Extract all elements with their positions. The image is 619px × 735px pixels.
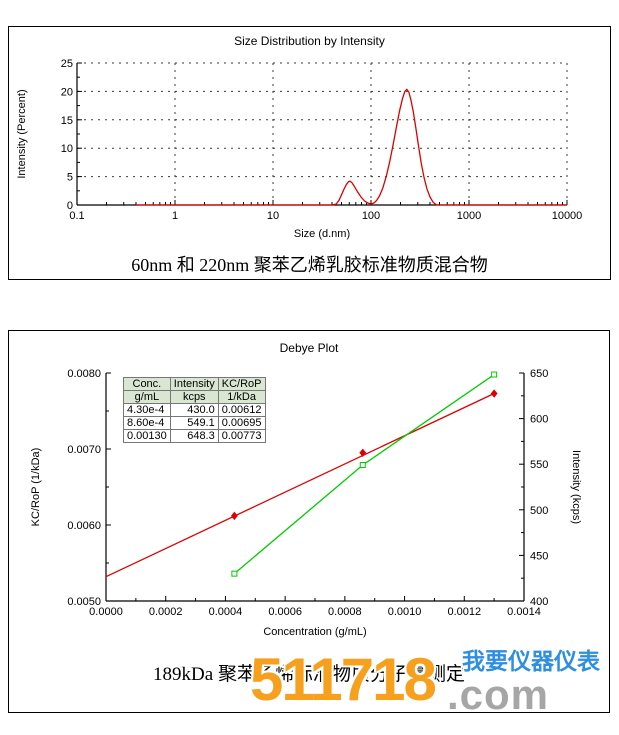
- table-cell: 0.00612: [217, 403, 266, 417]
- left-tick-label: 0.0070: [67, 444, 101, 456]
- x-tick-label: 1: [172, 210, 178, 222]
- y-tick-label: 25: [61, 58, 73, 70]
- right-tick-label: 400: [530, 596, 548, 608]
- right-tick-label: 500: [530, 505, 548, 517]
- right-tick-label: 650: [530, 368, 548, 380]
- table-cell: 0.00695: [217, 416, 266, 430]
- left-tick-label: 0.0060: [67, 520, 101, 532]
- x-tick-label: 1000: [457, 210, 481, 222]
- watermark-domain-suffix: .com: [447, 671, 550, 718]
- x-tick-label: 0.0004: [209, 606, 243, 618]
- size-chart-title: Size Distribution by Intensity: [234, 34, 385, 48]
- x-tick-label: 10000: [552, 210, 583, 222]
- size-distribution-panel: Size Distribution by Intensity 0 5 10 15 20 2…: [8, 26, 611, 280]
- x-tick-label: 0.0000: [89, 606, 123, 618]
- watermark-number: 511718: [250, 646, 437, 713]
- table-row: 8.60e-4 549.1 0.00695: [123, 416, 266, 430]
- debye-plot-panel: Debye Plot 0.0050 0.0060 0.0070 0.0080 400 45…: [8, 330, 610, 713]
- data-point-marker: [359, 462, 366, 469]
- data-point-marker: [359, 448, 367, 457]
- x-tick-label: 0.0014: [507, 606, 541, 618]
- x-tick-label: 0.0008: [328, 606, 362, 618]
- table-cell: 0.00773: [217, 429, 266, 443]
- right-tick-label: 600: [530, 414, 548, 426]
- x-tick-label: 0.0006: [268, 606, 302, 618]
- y-tick-label: 10: [61, 143, 73, 155]
- debye-result-table: Conc. Intensity KC/RoP g/mL kcps 1/kDa 4.30e-4…: [123, 377, 266, 443]
- x-axis-title: Concentration (g/mL): [263, 626, 366, 638]
- left-tick-label: 0.0080: [67, 368, 101, 380]
- table-row: 0.00130 648.3 0.00773: [123, 429, 266, 443]
- table-header-cell: kcps: [169, 390, 219, 404]
- x-tick-label: 0.0010: [388, 606, 422, 618]
- right-tick-label: 450: [530, 550, 548, 562]
- table-cell: 648.3: [169, 429, 219, 443]
- table-header-cell: g/mL: [123, 390, 171, 404]
- x-tick-label: 0.0012: [447, 606, 481, 618]
- table-header-cell: 1/kDa: [217, 390, 266, 404]
- size-distribution-chart: 0 5 10 15 20 25 0.1 1 10 100 1000 10000 Size (d.nm) I…: [16, 58, 583, 240]
- table-cell: 4.30e-4: [123, 403, 171, 417]
- left-tick-label: 0.0050: [67, 596, 101, 608]
- x-tick-label: 100: [362, 210, 380, 222]
- x-tick-label: 0.0002: [149, 606, 183, 618]
- table-row: 4.30e-4 430.0 0.00612: [123, 403, 266, 417]
- intensity-distribution-curve: [136, 88, 567, 206]
- watermark-slogan: 我要仪器仪表: [462, 648, 600, 674]
- size-chart-caption: 60nm 和 220nm 聚苯乙烯乳胶标准物质混合物: [131, 255, 488, 275]
- kc/rop-line: [105, 392, 495, 578]
- right-tick-label: 550: [530, 459, 548, 471]
- debye-chart-title: Debye Plot: [279, 341, 339, 355]
- debye-plot-chart: 0.0050 0.0060 0.0070 0.0080 400 450 500 550 600 6…: [30, 368, 582, 638]
- table-cell: 8.60e-4: [123, 416, 171, 430]
- table-cell: 549.1: [169, 416, 219, 430]
- y-tick-label: 15: [61, 115, 73, 127]
- intensity-line: [233, 374, 495, 575]
- left-axis-title: KC/RoP (1/kDa): [30, 448, 42, 527]
- right-axis-title: Intensity (kcps): [570, 450, 582, 524]
- x-axis-title: Size (d.nm): [294, 228, 350, 240]
- x-tick-label: 10: [267, 210, 279, 222]
- data-point-marker: [231, 570, 238, 577]
- table-header-cell: Conc.: [123, 377, 171, 391]
- y-tick-label: 0: [67, 200, 73, 212]
- data-point-marker: [230, 511, 238, 521]
- debye-chart-caption: 189kDa 聚苯乙烯标准物质分子量测定: [153, 664, 465, 685]
- data-point-marker: [491, 371, 498, 378]
- y-tick-label: 20: [61, 86, 73, 98]
- table-header-cell: KC/RoP: [217, 377, 266, 391]
- y-axis-title: Intensity (Percent): [16, 89, 28, 178]
- y-tick-label: 5: [67, 172, 73, 184]
- data-point-marker: [490, 389, 498, 398]
- x-tick-label: 0.1: [69, 210, 84, 222]
- table-header-cell: Intensity: [169, 377, 219, 391]
- table-cell: 430.0: [169, 403, 219, 417]
- table-cell: 0.00130: [123, 429, 171, 443]
